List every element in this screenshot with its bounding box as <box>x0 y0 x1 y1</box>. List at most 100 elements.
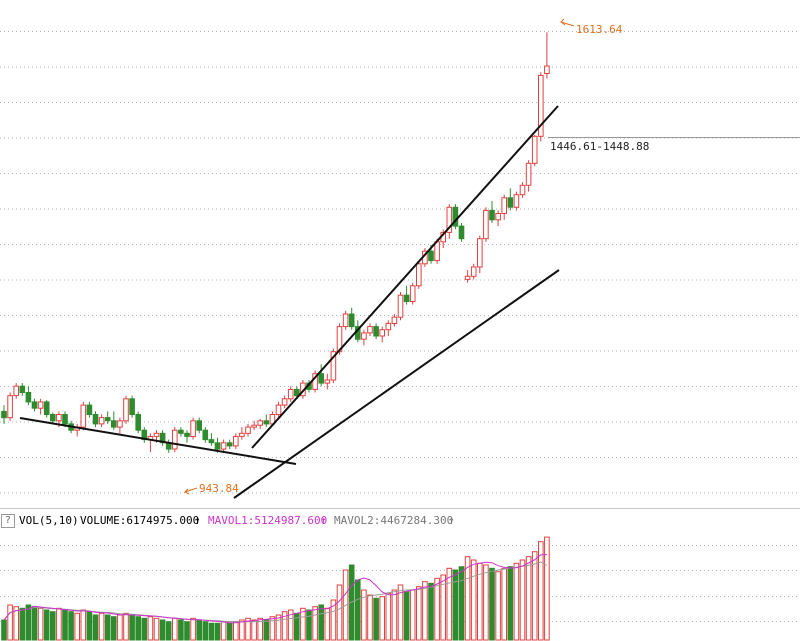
volume-bar-up <box>147 616 154 641</box>
volume-bar-up <box>80 609 87 641</box>
low-annotation: 943.84 <box>184 482 239 495</box>
volume-bar-up <box>525 556 532 641</box>
volume-bar-down <box>489 567 495 641</box>
candle-down <box>25 392 32 403</box>
candle-up <box>416 263 422 287</box>
volume-bar-down <box>50 611 56 641</box>
candle-up <box>287 388 294 400</box>
volume-bar-up <box>300 607 306 641</box>
volume-bar-up <box>312 606 318 641</box>
candle-up <box>13 385 19 397</box>
volume-bar-down <box>43 609 50 641</box>
volume-bar-down <box>104 614 111 641</box>
volume-bar-up <box>257 617 263 641</box>
candle-down <box>184 432 190 437</box>
volume-bar-down <box>135 616 141 641</box>
candle-down <box>135 414 141 431</box>
candle-down <box>428 250 434 262</box>
candle-down <box>403 294 410 303</box>
help-icon[interactable]: ? <box>1 514 15 528</box>
volume-bar-down <box>202 621 209 641</box>
volume-bar-up <box>275 614 282 641</box>
volume-bars <box>1 536 550 641</box>
volume-bar-up <box>153 617 160 641</box>
volume-bar-up <box>13 606 19 641</box>
volume-bar-up <box>361 589 367 641</box>
volume-bar-up <box>495 571 501 641</box>
volume-bar-down <box>62 609 68 641</box>
mavol1-arrow-icon: ↑ <box>320 514 327 527</box>
volume-bar-up <box>117 614 123 641</box>
volume-bar-down <box>184 621 190 641</box>
candle-up <box>80 404 87 428</box>
high-annotation-arrow <box>560 21 575 27</box>
volume-bar-up <box>379 596 385 641</box>
candle-up <box>123 398 129 422</box>
price-gridlines <box>0 31 800 494</box>
volume-bar-down <box>507 566 514 641</box>
trendlines <box>19 105 560 499</box>
candlestick-series <box>1 32 550 453</box>
volume-bar-down <box>373 597 379 641</box>
volume-bar-up <box>367 594 373 641</box>
volume-bar-up <box>440 574 446 641</box>
candle-down <box>507 197 514 208</box>
candle-up <box>464 275 471 280</box>
candle-up <box>361 332 367 340</box>
volume-bar-up <box>37 607 44 641</box>
candle-up <box>312 373 318 390</box>
low-annotation-label: 943.84 <box>199 482 239 495</box>
mavol2-line <box>3 561 548 623</box>
volume-bar-down <box>355 579 361 641</box>
candle-up <box>434 241 440 262</box>
volume-bar-up <box>190 617 196 641</box>
candle-up <box>513 194 520 208</box>
candle-up <box>153 432 160 437</box>
candle-up <box>275 404 282 416</box>
candle-down <box>196 420 202 431</box>
volume-bar-down <box>141 617 148 641</box>
volume-bar-down <box>25 604 32 641</box>
volume-bar-up <box>531 551 538 641</box>
volume-bar-up <box>239 619 245 641</box>
volume-bar-up <box>422 581 428 641</box>
candle-up <box>7 395 13 419</box>
mavol2-value: MAVOL2:4467284.300 <box>334 514 453 527</box>
candle-down <box>129 398 135 415</box>
candle-down <box>226 442 233 447</box>
volume-bar-down <box>214 622 221 641</box>
candle-up <box>245 426 251 434</box>
volume-bar-down <box>111 616 117 641</box>
volume-bar-up <box>98 612 105 641</box>
candle-up <box>501 197 507 215</box>
volume-bar-up <box>409 589 416 641</box>
volume-bar-down <box>452 569 459 641</box>
volume-bar-up <box>544 536 550 641</box>
volume-bar-up <box>7 604 13 641</box>
candle-down <box>104 417 111 422</box>
volume-bar-up <box>483 564 489 641</box>
volume-bar-up <box>416 586 422 641</box>
range-reference-label: 1446.61-1448.88 <box>550 140 649 153</box>
high-annotation-label: 1613.64 <box>576 23 623 36</box>
volume-bar-up <box>464 556 471 641</box>
volume-bar-up <box>336 584 343 641</box>
volume-bar-up <box>434 577 440 641</box>
candle-up <box>117 420 123 428</box>
candle-up <box>281 398 288 406</box>
volume-bar-up <box>123 612 129 641</box>
volume-bar-up <box>251 619 257 641</box>
volume-bar-up <box>56 607 62 641</box>
volume-bar-up <box>397 584 404 641</box>
candle-up <box>98 417 105 425</box>
volume-bar-down <box>19 607 26 641</box>
candle-down <box>31 401 38 409</box>
volume-bar-up <box>245 617 251 641</box>
volume-bar-down <box>68 611 74 641</box>
volume-bar-up <box>330 599 337 641</box>
volume-header: VOL(5,10) VOLUME:6174975.000 ↑ MAVOL1:51… <box>19 514 455 527</box>
volume-bar-up <box>446 567 453 641</box>
candle-down <box>263 420 270 425</box>
candle-up <box>239 432 245 437</box>
